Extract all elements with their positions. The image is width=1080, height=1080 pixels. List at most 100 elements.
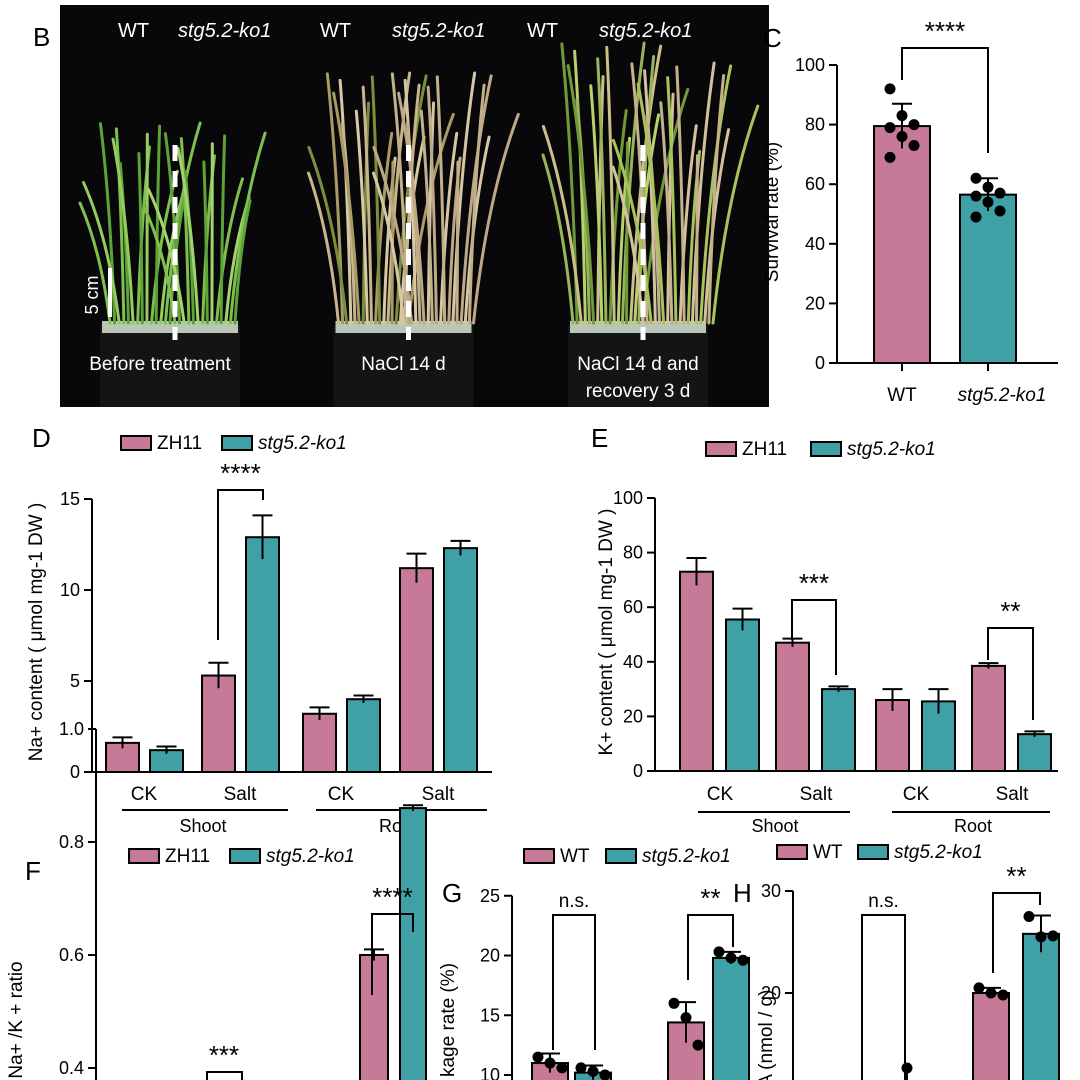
- plant-leaf: [338, 78, 353, 325]
- y-tick-label: 20: [761, 983, 781, 1003]
- bar: [399, 807, 427, 1080]
- significance-bracket: [206, 1071, 243, 1080]
- y-tick-label: 20: [805, 293, 825, 313]
- y-tick-label: 15: [60, 489, 80, 509]
- data-point: [556, 1062, 568, 1074]
- plant-leaf: [666, 76, 678, 325]
- y-axis-label: K+ content ( μmol mg-1 DW ): [596, 509, 617, 756]
- y-tick-label: 0: [633, 761, 643, 781]
- pot: [333, 325, 474, 407]
- plant-leaf: [361, 85, 373, 325]
- plant-leaf: [307, 171, 340, 325]
- plant-leaf: [372, 145, 414, 325]
- plant-leaf: [397, 91, 426, 325]
- plant-leaf: [636, 82, 666, 325]
- y-tick-label: 60: [805, 174, 825, 194]
- photo-subpanel: WT stg5.2-ko1 NaCl 14 d and recovery 3 d: [527, 20, 760, 407]
- plant-leaf: [541, 124, 583, 325]
- photo-caption: NaCl 14 d: [361, 354, 446, 375]
- data-point: [575, 1062, 587, 1074]
- y-axis-label: Na+ content ( μmol mg-1 DW ): [26, 503, 47, 762]
- panel-label-h: H: [733, 878, 752, 908]
- bar: [725, 618, 760, 772]
- y-tick-label: 10: [480, 1065, 500, 1080]
- legend-swatch: [221, 435, 253, 451]
- plant-leaf: [407, 112, 455, 325]
- plant-leaf: [459, 74, 493, 325]
- y-tick-label: 0.6: [59, 945, 84, 965]
- significance-label: ****: [220, 458, 260, 488]
- data-point: [725, 952, 737, 964]
- data-point: [982, 181, 994, 193]
- plant-leaf: [219, 134, 227, 325]
- y-tick-label: 5: [70, 671, 80, 691]
- y-tick-label: 20: [623, 706, 643, 726]
- data-point: [532, 1051, 544, 1063]
- plant-photo: WT stg5.2-ko1 Before treatment WT stg5.2-ko1…: [60, 5, 769, 407]
- bar: [1017, 733, 1052, 773]
- bar: [775, 641, 810, 772]
- y-tick-label: 0: [70, 762, 80, 782]
- significance-bracket: [791, 599, 837, 675]
- x-tick-label: CK: [707, 784, 734, 805]
- plant-leaf: [137, 152, 144, 325]
- bar: [359, 954, 389, 1080]
- plant-leaf: [659, 101, 674, 325]
- plant-leaf: [176, 146, 200, 325]
- plant-leaf: [163, 121, 202, 325]
- y-tick-label: 0.8: [59, 832, 84, 852]
- plant-leaf: [426, 85, 438, 325]
- panel-label-c: C: [763, 23, 782, 53]
- plant-leaf: [163, 132, 182, 325]
- panel-label-g: G: [442, 878, 462, 908]
- data-point: [908, 119, 920, 131]
- bar: [245, 536, 280, 773]
- group-label: Shoot: [179, 816, 226, 836]
- y-axis-label: Survival rate (%): [762, 142, 783, 282]
- legend-label: stg5.2-ko1: [642, 846, 731, 867]
- bar: [201, 674, 236, 773]
- plant-leaf: [403, 78, 418, 325]
- plant-leaf: [372, 171, 405, 325]
- significance-bracket: [217, 489, 264, 640]
- plant-leaf: [589, 84, 604, 325]
- legend-swatch: [776, 844, 808, 860]
- significance-label: n.s.: [559, 891, 590, 912]
- legend-swatch: [857, 844, 889, 860]
- plant-leaf: [374, 131, 394, 325]
- plant-leaf: [98, 122, 117, 325]
- bar: [679, 570, 714, 773]
- plant-leaf: [541, 153, 575, 325]
- data-point: [970, 211, 982, 223]
- legend-label: stg5.2-ko1: [894, 842, 983, 863]
- wt-label: WT: [527, 20, 558, 42]
- plant-leaf: [147, 188, 186, 325]
- legend-label: ZH11: [165, 846, 210, 867]
- photo-caption: Before treatment: [89, 354, 231, 375]
- plant-leaf: [111, 137, 135, 325]
- plant-leaf: [467, 83, 486, 325]
- wt-label: WT: [118, 20, 149, 42]
- significance-bracket: [987, 627, 1034, 720]
- legend-swatch: [128, 848, 160, 864]
- plant-leaf: [361, 101, 371, 325]
- y-tick-label: 30: [761, 881, 781, 901]
- plant-leaf: [390, 160, 395, 325]
- y-tick-label: 0.4: [59, 1058, 84, 1078]
- plant-leaf: [675, 65, 686, 325]
- y-tick-label: 25: [480, 886, 500, 906]
- bar: [399, 567, 434, 773]
- plant-leaf: [643, 69, 657, 325]
- data-point: [973, 982, 985, 994]
- plant-photo-drawing: WT stg5.2-ko1 Before treatment WT stg5.2-ko1…: [78, 20, 760, 407]
- bar: [971, 664, 1006, 773]
- bar: [346, 698, 381, 774]
- x-tick-label: CK: [328, 784, 355, 805]
- legend-label: WT: [560, 846, 590, 867]
- group-label: Root: [954, 816, 992, 836]
- x-tick-label: CK: [131, 784, 158, 805]
- y-tick-label: 80: [805, 115, 825, 135]
- data-point: [970, 190, 982, 202]
- plant-leaf: [678, 124, 698, 325]
